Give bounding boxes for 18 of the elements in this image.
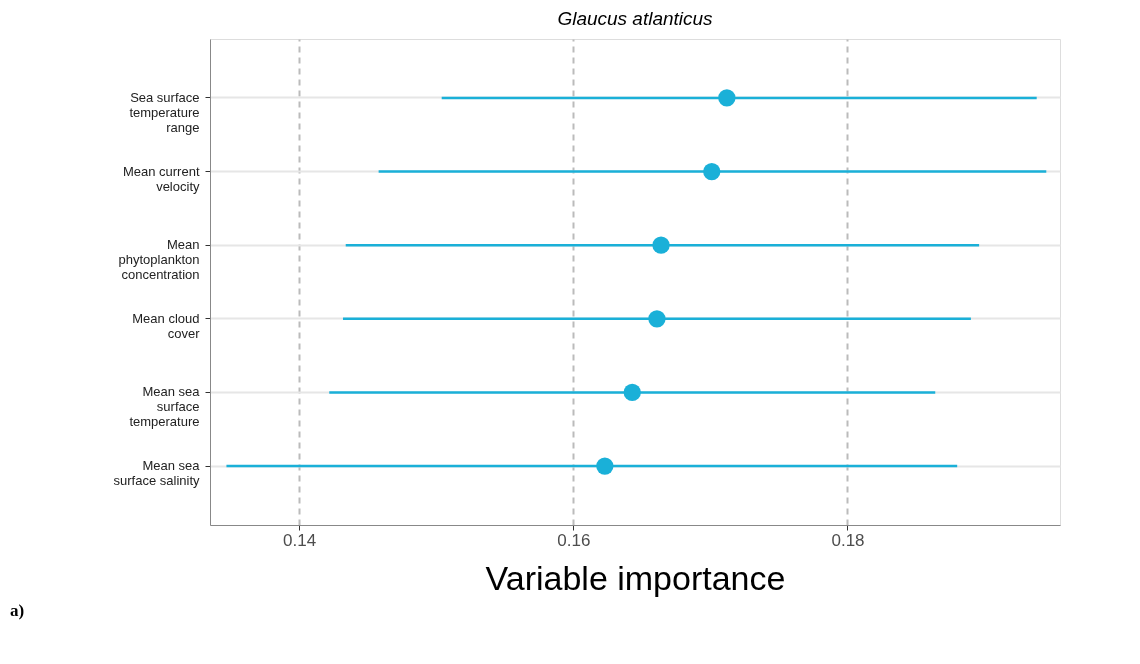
point <box>703 162 721 181</box>
x-tick-label: 0.18 <box>831 530 865 550</box>
y-tick-label: Mean current velocity <box>122 163 200 194</box>
point <box>623 383 641 402</box>
point <box>652 236 670 254</box>
x-tick-label: 0.16 <box>557 530 591 550</box>
x-tick-label: 0.14 <box>283 530 317 550</box>
x-axis-title: Variable importance <box>485 558 786 597</box>
y-tick-label: Sea surface temperature range <box>129 89 200 135</box>
chart-title: Glaucus atlanticus <box>557 8 714 29</box>
y-tick-label: Mean sea surface salinity <box>113 458 201 489</box>
text: a) <box>10 601 25 620</box>
y-tick-label: Mean cloud cover <box>132 310 201 341</box>
point <box>718 89 736 107</box>
point <box>648 310 666 328</box>
y-tick-label: Mean sea surface temperature <box>129 384 201 430</box>
point <box>596 457 614 475</box>
y-tick-label: Mean phytoplankton concentration <box>118 237 200 283</box>
